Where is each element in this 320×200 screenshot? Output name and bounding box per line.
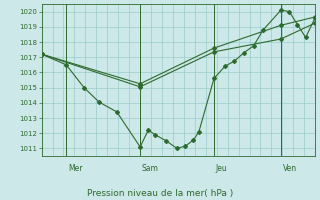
Text: Mer: Mer (68, 164, 82, 173)
Text: Ven: Ven (283, 164, 297, 173)
Text: Sam: Sam (142, 164, 159, 173)
Text: Jeu: Jeu (216, 164, 227, 173)
Text: Pression niveau de la mer( hPa ): Pression niveau de la mer( hPa ) (87, 189, 233, 198)
